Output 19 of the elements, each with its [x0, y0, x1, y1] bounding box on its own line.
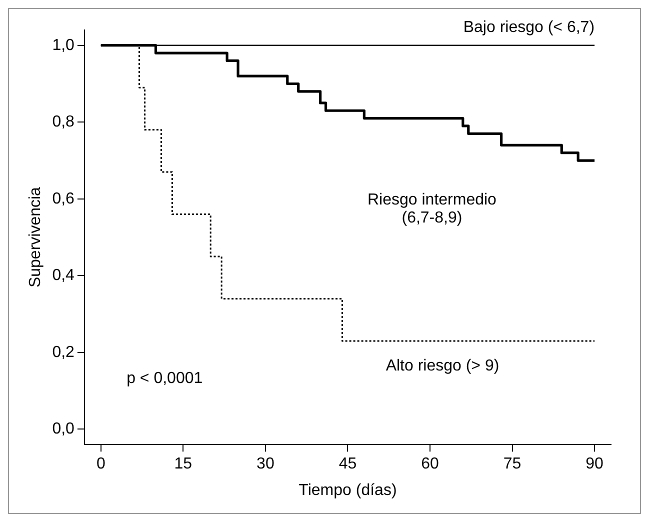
y-tick-label: 0,2 — [52, 344, 75, 361]
series-label: Bajo riesgo (< 6,7) — [463, 18, 595, 36]
x-tick-label: 90 — [586, 456, 604, 473]
y-axis-title: Supervivencia — [27, 186, 44, 288]
y-tick-label: 0,6 — [52, 190, 75, 208]
x-axis-title: Tiempo (días) — [298, 482, 397, 499]
y-tick-label: 0,4 — [52, 267, 75, 284]
y-tick-label: 1,0 — [52, 36, 75, 54]
text: Riesgo intermedio (6,7-8,9) — [367, 192, 497, 227]
x-tick-label: 45 — [338, 456, 357, 473]
y-tick-label: 0,0 — [52, 420, 75, 438]
x-tick-label: 75 — [503, 456, 522, 473]
x-tick-label: 0 — [96, 456, 106, 473]
y-tick-label: 0,8 — [52, 114, 75, 131]
x-tick-label: 60 — [421, 456, 439, 473]
annotation: p < 0,0001 — [126, 370, 203, 387]
x-tick-label: 30 — [256, 456, 274, 473]
x-tick-label: 15 — [174, 456, 192, 473]
series-label: Alto riesgo (> 9) — [386, 358, 500, 375]
